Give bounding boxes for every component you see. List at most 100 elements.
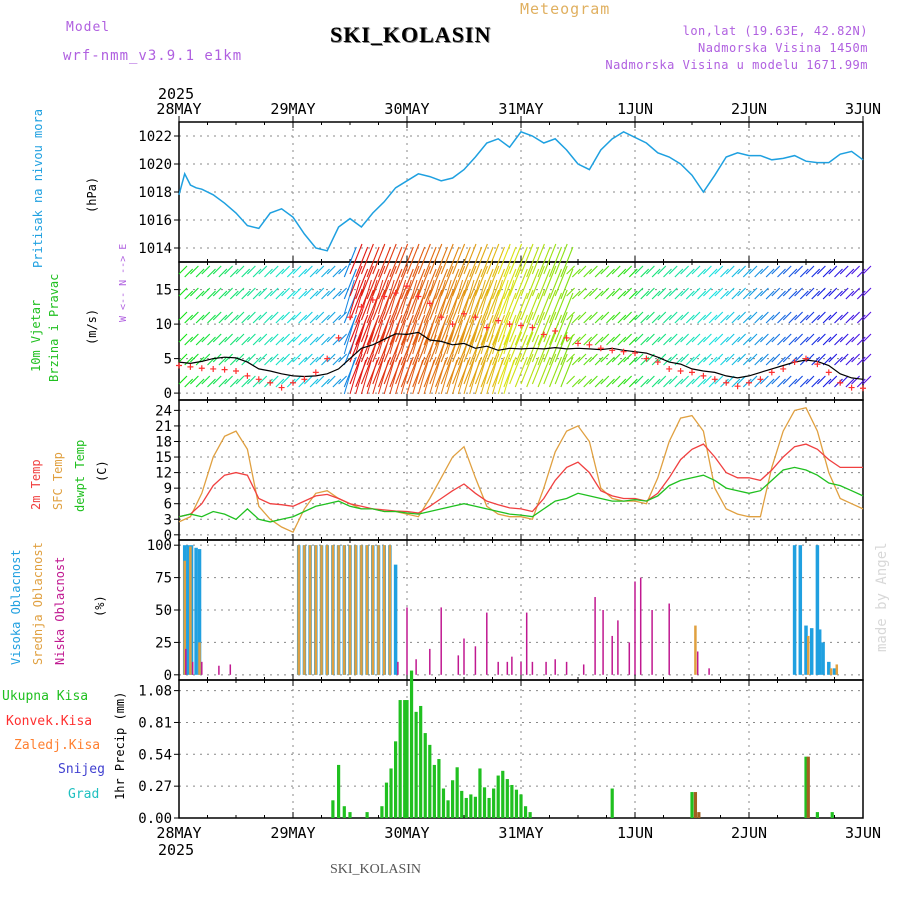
wind-barb [435, 319, 446, 355]
wind-barb [298, 290, 308, 300]
gust-marker [255, 376, 262, 383]
wind-barb [304, 353, 313, 363]
time-label-bottom: 29MAY [270, 824, 315, 842]
wind-barb [628, 290, 638, 300]
wind-barb [309, 290, 319, 300]
gust-marker [449, 321, 456, 328]
wind-barb [360, 359, 372, 395]
wind-barb [480, 319, 492, 355]
wind-barb [714, 287, 724, 297]
wind-barb [691, 311, 701, 321]
wind-barb [372, 311, 386, 343]
wind-barb [680, 353, 689, 363]
total-precip-bar [337, 764, 341, 818]
wind-barb [828, 311, 838, 321]
high-cloud-bar [393, 564, 398, 675]
wind-compass-label: W <-- N --> E [118, 244, 129, 322]
wind-barb [304, 375, 313, 385]
wind-barb [497, 243, 511, 275]
wind-barb [321, 314, 330, 324]
wind-barb [691, 287, 701, 297]
wind-barb [742, 268, 752, 278]
wind-barb [628, 336, 638, 346]
wind-barb [275, 268, 285, 278]
wind-barb [355, 359, 367, 395]
total-precip-bar [423, 733, 427, 818]
total-precip-bar [482, 787, 487, 818]
wind-barb [247, 375, 256, 385]
wind-barb [338, 333, 347, 343]
wind-barb [309, 268, 319, 278]
low-cloud-bar [634, 581, 636, 675]
y-tick-label: 18 [155, 434, 172, 450]
wind-barb [526, 334, 540, 366]
wind-barb [680, 265, 689, 275]
total-precip-bar [804, 756, 808, 818]
wind-barb [754, 314, 764, 324]
wind-barb [406, 311, 420, 343]
total-precip-bar [610, 788, 614, 818]
wind-barb [195, 336, 205, 346]
wind-barb [663, 268, 672, 278]
low-cloud-bar [406, 607, 408, 675]
wind-barb [703, 265, 712, 275]
wind-barb [247, 311, 256, 321]
wind-barb [611, 287, 621, 297]
low-cloud-bar [531, 661, 534, 675]
wind-barb [406, 265, 420, 297]
wind-barb [834, 336, 843, 346]
wind-barb [543, 311, 557, 343]
wind-barb [703, 353, 712, 363]
wind-barb [184, 268, 194, 278]
wind-barb [366, 268, 380, 300]
wind-barb [247, 333, 256, 343]
wind-barb [737, 353, 746, 363]
wind-speed-line [178, 331, 864, 380]
gust-marker [757, 376, 764, 383]
wind-barb [497, 331, 511, 363]
wind-barb [514, 356, 528, 388]
wind-barb [748, 333, 758, 343]
wind-barb [492, 279, 503, 315]
wind-barb [190, 311, 199, 321]
y-tick-label: 75 [155, 571, 172, 587]
wind-barb [247, 265, 256, 275]
y-tick-label: 3 [164, 512, 172, 528]
precip-legend-snow: Snijeg [58, 762, 105, 777]
wind-barb [685, 356, 695, 366]
wind-barb [486, 289, 500, 321]
gust-marker [198, 365, 205, 372]
wind-barb [503, 359, 515, 395]
wind-barb [589, 375, 598, 385]
gust-marker [392, 290, 399, 297]
mid-cloud-bar [308, 545, 312, 675]
wind-barb [286, 314, 296, 324]
wind-barb [309, 356, 319, 366]
wind-barb [845, 314, 855, 324]
gust-marker [814, 361, 821, 368]
wind-barb [754, 378, 764, 388]
wind-barb [258, 311, 268, 321]
model-elevation-label: Nadmorska Visina u modelu 1671.99m [605, 58, 868, 72]
wind-barb [657, 333, 667, 343]
wind-barb [862, 287, 872, 297]
pressure-axis-label: Pritisak na nivou mora [31, 109, 45, 268]
wind-barb [417, 243, 431, 275]
wind-barb [218, 378, 228, 388]
wind-barb [668, 311, 678, 321]
wind-barb [737, 265, 746, 275]
wind-barb [497, 319, 509, 355]
wind-barb [275, 378, 285, 388]
total-precip-bar [830, 812, 834, 818]
wind-barb [184, 356, 194, 366]
wind-barb [497, 353, 511, 385]
y-tick-label: 1014 [138, 241, 172, 257]
wind-barb [252, 314, 262, 324]
wind-barb [737, 333, 746, 343]
wind-barb [349, 311, 363, 343]
wind-barb [434, 246, 449, 278]
total-precip-bar [464, 797, 468, 818]
wind-barb [856, 336, 866, 346]
y-tick-label: 0 [164, 386, 172, 402]
wind-barb [389, 246, 403, 278]
